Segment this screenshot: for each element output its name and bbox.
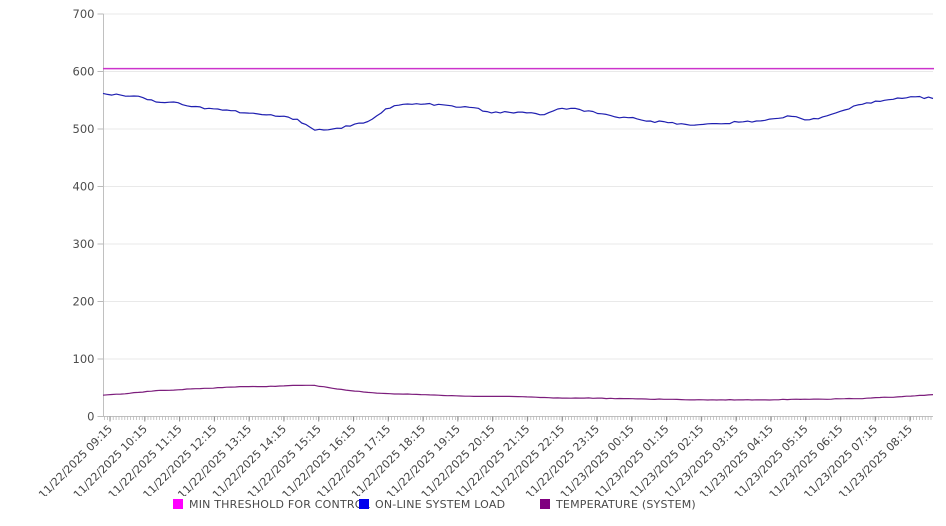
legend-item-temperature-system[interactable]: TEMPERATURE (SYSTEM) xyxy=(540,497,696,511)
y-tick-label: 400 xyxy=(73,180,95,194)
legend-label-online-system-load: ON-LINE SYSTEM LOAD xyxy=(375,497,506,511)
online-system-load-swatch-icon xyxy=(359,499,369,509)
legend: MIN THRESHOLD FOR CONTROL ON-LINE SYSTEM… xyxy=(0,497,946,513)
y-tick-label: 600 xyxy=(73,65,95,79)
series-line-2 xyxy=(102,384,934,401)
legend-item-online-system-load[interactable]: ON-LINE SYSTEM LOAD xyxy=(359,497,505,511)
legend-label-min-threshold: MIN THRESHOLD FOR CONTROL xyxy=(189,497,370,511)
y-tick-label: 700 xyxy=(73,7,95,21)
series-line-1 xyxy=(102,92,934,131)
y-tick-label: 100 xyxy=(73,352,95,366)
y-tick-label: 0 xyxy=(87,410,94,424)
min-threshold-swatch-icon xyxy=(173,499,183,509)
y-tick-label: 500 xyxy=(73,122,95,136)
y-tick-label: 300 xyxy=(73,237,95,251)
legend-item-min-threshold[interactable]: MIN THRESHOLD FOR CONTROL xyxy=(173,497,370,511)
legend-label-temperature-system: TEMPERATURE (SYSTEM) xyxy=(556,497,696,511)
y-tick-label: 200 xyxy=(73,295,95,309)
temperature-system-swatch-icon xyxy=(540,499,550,509)
